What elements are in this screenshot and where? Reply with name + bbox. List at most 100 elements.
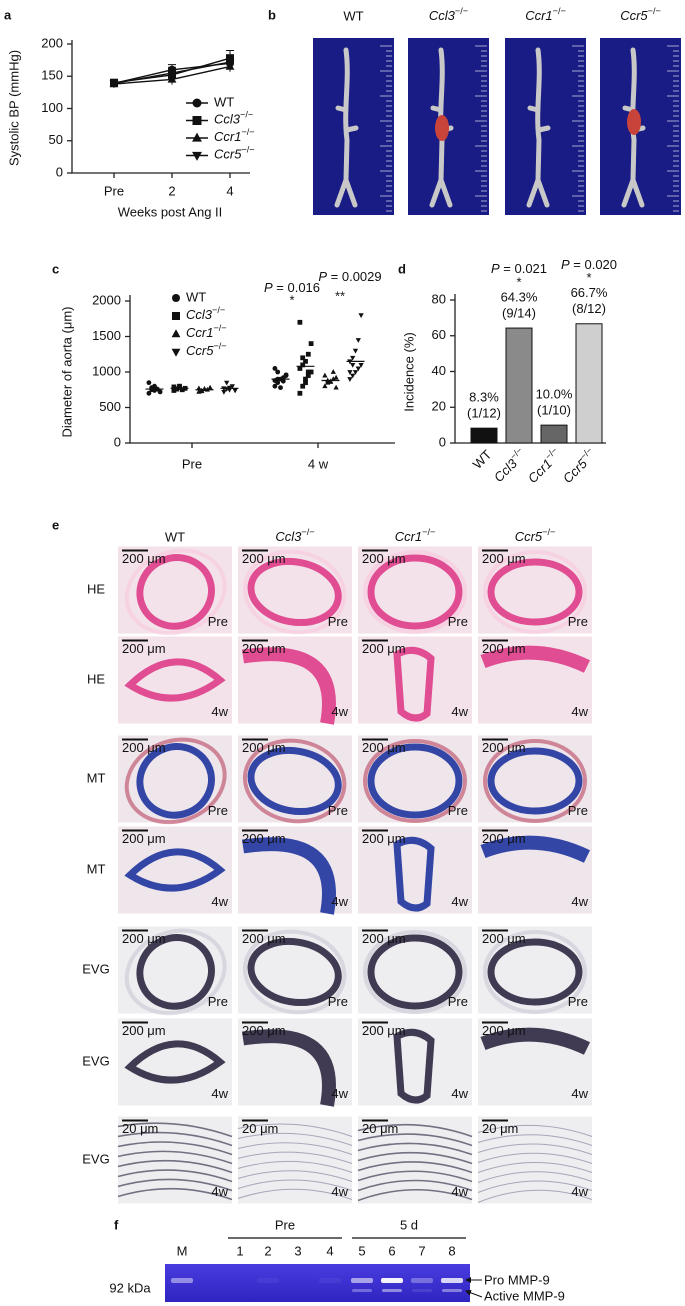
column-label: Ccr1−/−	[395, 527, 436, 544]
scale-label: 200 μm	[242, 1023, 286, 1038]
annotation: **	[335, 288, 345, 303]
fiber	[237, 1142, 353, 1155]
x-tick-label: Pre	[182, 456, 202, 471]
scale-label: 200 μm	[362, 551, 406, 566]
vessel-wall	[487, 558, 583, 626]
scale-label: 20 μm	[242, 1121, 278, 1136]
aorta	[334, 47, 359, 208]
fiber	[237, 1179, 353, 1191]
column-label: Ccl3−/−	[275, 527, 314, 544]
fiber	[477, 1189, 593, 1203]
legend-label: Ccr1−/−	[214, 127, 255, 144]
vessel-wall	[393, 646, 435, 722]
time-label: 4w	[331, 1184, 348, 1199]
band	[351, 1278, 373, 1283]
micrograph: 200 μm 4w	[358, 636, 472, 724]
scale-label: 200 μm	[482, 641, 526, 656]
marker	[172, 294, 180, 302]
micrograph: 200 μm Pre	[238, 926, 352, 1015]
value-label: 64.3%	[501, 290, 538, 305]
marker	[172, 312, 180, 320]
vessel-wall	[487, 747, 583, 815]
time-label: Pre	[328, 994, 348, 1009]
micrograph: 20 μm 4w	[477, 1116, 593, 1204]
value-label: 10.0%	[536, 387, 573, 402]
vessel-wall	[124, 848, 226, 892]
time-label: 4w	[451, 704, 468, 719]
marker	[350, 355, 356, 361]
marker	[355, 338, 361, 343]
fiber	[357, 1142, 473, 1156]
marker	[283, 372, 289, 378]
row-label: MT	[87, 861, 106, 876]
marker	[355, 366, 361, 372]
marker	[322, 372, 328, 378]
aorta	[429, 47, 454, 208]
micrograph: 200 μm Pre	[358, 735, 472, 823]
fiber	[117, 1141, 233, 1156]
marker	[196, 385, 202, 391]
band	[171, 1278, 193, 1283]
vessel-wall	[136, 934, 215, 1010]
fiber	[357, 1123, 473, 1138]
marker	[350, 373, 356, 379]
micrograph: 200 μm 4w	[238, 826, 352, 915]
marker	[225, 58, 235, 67]
marker	[300, 362, 306, 368]
group-label: Pre	[275, 1217, 295, 1232]
band-label: Pro MMP-9	[484, 1272, 550, 1287]
time-label: Pre	[448, 994, 468, 1009]
scale-label: 200 μm	[122, 740, 166, 755]
marker	[330, 376, 336, 382]
adventitia	[124, 548, 227, 636]
vessel-wall	[136, 743, 215, 819]
band-label: Active MMP-9	[484, 1288, 565, 1303]
y-axis-label: Systolic BP (mmHg)	[6, 50, 21, 166]
y-tick-label: 0	[56, 164, 63, 179]
marker	[347, 370, 353, 375]
legend-label: WT	[214, 94, 234, 109]
group-label: 5 d	[400, 1217, 418, 1232]
vessel-wall	[247, 746, 342, 815]
marker	[297, 390, 303, 396]
annotation: P = 0.020	[561, 257, 617, 272]
marker	[297, 319, 303, 325]
time-label: Pre	[208, 803, 228, 818]
aneurysm	[627, 109, 641, 135]
vessel-wall	[124, 658, 226, 702]
fiber	[237, 1151, 353, 1164]
y-tick-label: 60	[432, 327, 446, 342]
fiber	[117, 1122, 233, 1138]
micrograph: 200 μm Pre	[358, 926, 472, 1014]
vessel-wall	[241, 647, 336, 725]
micrograph: 200 μm Pre	[238, 735, 352, 824]
micrograph: 200 μm 4w	[118, 636, 232, 724]
micrograph: 200 μm 4w	[478, 636, 592, 724]
band	[319, 1278, 341, 1283]
fraction-label: (9/14)	[502, 306, 536, 321]
y-tick-label: 50	[49, 132, 63, 147]
fiber	[117, 1131, 233, 1147]
micrograph: 20 μm 4w	[357, 1116, 473, 1204]
fiber	[117, 1150, 233, 1165]
bar	[575, 323, 603, 444]
scale-label: 200 μm	[362, 641, 406, 656]
scale-label: 200 μm	[362, 740, 406, 755]
vessel-wall	[241, 837, 336, 915]
marker	[171, 388, 177, 393]
row-label: EVG	[82, 1151, 109, 1166]
annotation: *	[289, 292, 294, 307]
y-tick-label: 0	[439, 434, 446, 449]
bar	[540, 424, 568, 444]
scale-label: 200 μm	[482, 931, 526, 946]
micrograph: 200 μm Pre	[478, 735, 592, 823]
time-label: Pre	[568, 994, 588, 1009]
annotation: *	[516, 275, 521, 290]
marker	[146, 380, 152, 386]
scale-label: 200 μm	[122, 641, 166, 656]
micrograph: 20 μm 4w	[237, 1116, 353, 1204]
axis	[129, 295, 395, 444]
micrograph: 200 μm 4w	[238, 636, 352, 725]
scale-label: 200 μm	[482, 551, 526, 566]
marker	[297, 366, 303, 371]
